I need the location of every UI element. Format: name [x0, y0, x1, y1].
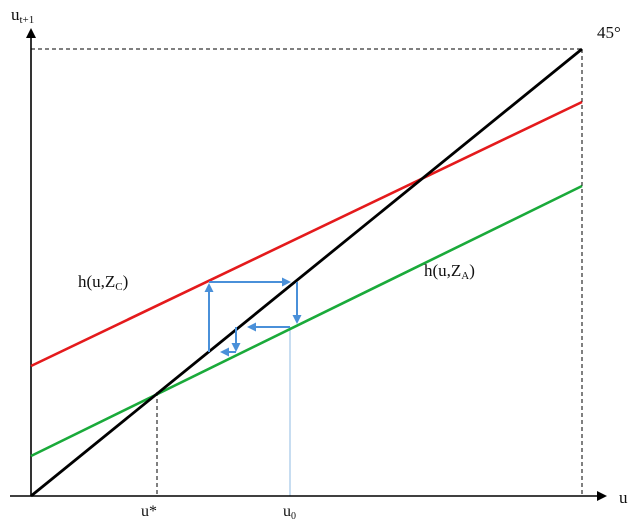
- u0-label-sub: 0: [291, 511, 296, 522]
- label-h-za: h(u,ZA): [424, 261, 475, 282]
- ustar-label: u*: [141, 503, 157, 520]
- u0-label: u0: [283, 503, 296, 522]
- curve-h-za: [30, 184, 583, 458]
- label-h-za-sub: A: [461, 270, 469, 282]
- x-axis-label: u: [619, 488, 628, 507]
- angle-label: 45°: [597, 23, 621, 42]
- diagonal-45-line: [30, 47, 583, 498]
- label-h-zc-sub: C: [115, 281, 122, 293]
- y-axis-label-sub: t+1: [20, 14, 35, 26]
- iteration-path: [204, 277, 302, 357]
- curve-h-zc: [30, 100, 583, 368]
- label-h-zc: h(u,ZC): [78, 272, 128, 293]
- y-axis-label: ut+1: [11, 5, 34, 26]
